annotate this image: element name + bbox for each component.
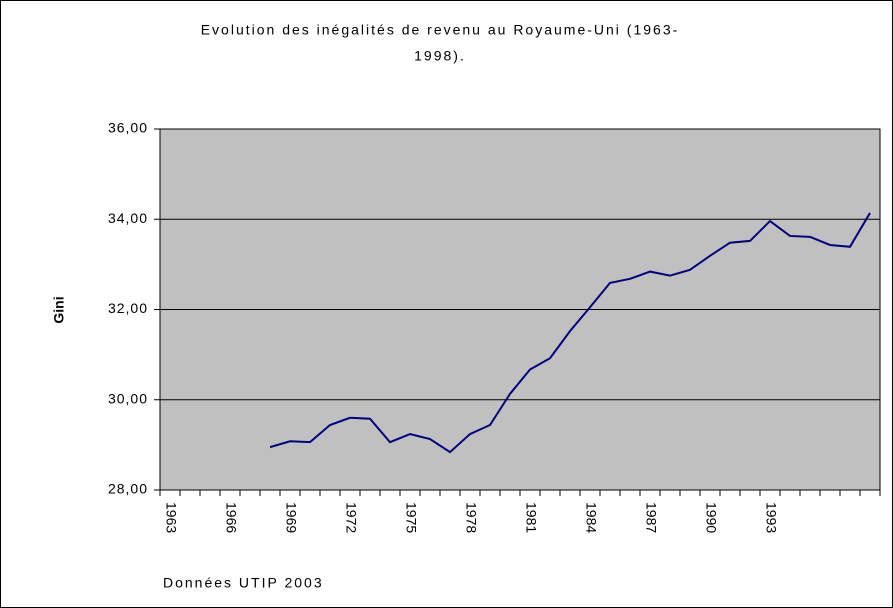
x-tick-label: 1993 [763, 502, 779, 533]
x-tick-label: 1969 [283, 502, 299, 533]
x-tick-label: 1963 [163, 502, 179, 533]
chart-title: 1998). [414, 48, 466, 64]
source-note: Données UTIP 2003 [163, 575, 324, 591]
x-tick-label: 1984 [583, 502, 599, 533]
y-tick-label: 32,00 [108, 300, 148, 316]
x-tick-label: 1990 [703, 502, 719, 533]
chart-title: Evolution des inégalités de revenu au Ro… [201, 22, 680, 38]
line-series [269, 212, 871, 454]
y-tick-label: 30,00 [108, 390, 148, 406]
y-axis-label: Gini [51, 296, 67, 323]
x-tick-label: 1978 [463, 502, 479, 533]
y-tick-label: 28,00 [108, 481, 148, 497]
x-tick-label: 1975 [403, 502, 419, 533]
x-tick-label: 1981 [523, 502, 539, 533]
y-tick-label: 34,00 [108, 210, 148, 226]
x-tick-label: 1972 [343, 502, 359, 533]
x-tick-label: 1966 [223, 502, 239, 533]
x-tick-label: 1987 [643, 502, 659, 533]
y-tick-label: 36,00 [108, 120, 148, 136]
